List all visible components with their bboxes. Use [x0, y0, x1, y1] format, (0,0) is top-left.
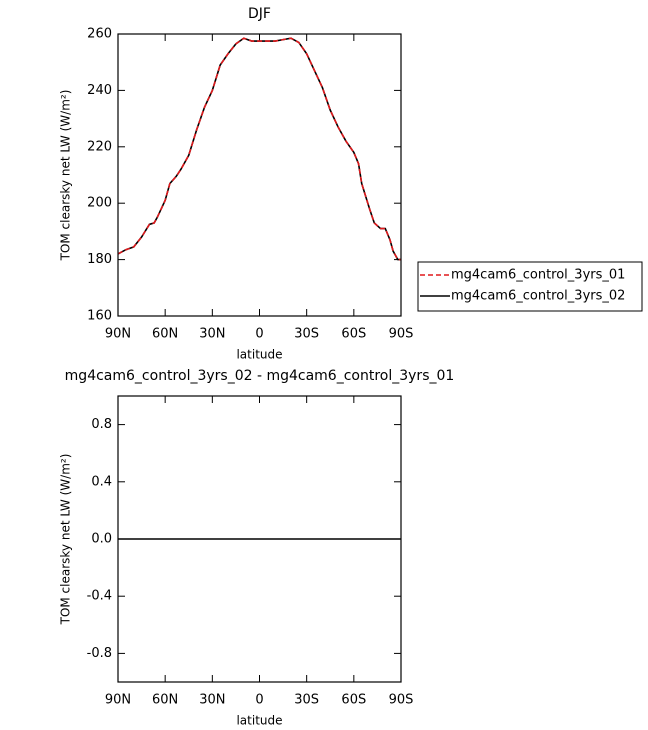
y-tick-label: 160: [87, 309, 112, 324]
x-tick-label: 90N: [105, 327, 131, 342]
x-tick-label: 60S: [341, 327, 366, 342]
x-tick-label: 30N: [199, 693, 225, 708]
x-tick-label: 30N: [199, 327, 225, 342]
y-tick-label: 220: [87, 139, 112, 154]
plot-frame: [117, 33, 402, 317]
series-line: [117, 37, 401, 261]
legend-box: [417, 261, 643, 312]
plot-frame: [117, 395, 402, 683]
chart-title: DJF: [248, 6, 271, 22]
x-tick-label: 30S: [294, 693, 319, 708]
y-tick-label: 0.8: [91, 417, 112, 432]
x-tick-label: 60S: [341, 693, 366, 708]
legend-label: mg4cam6_control_3yrs_01: [451, 268, 625, 283]
x-tick-label: 0: [255, 327, 263, 342]
x-tick-label: 60N: [152, 327, 178, 342]
x-axis-label: latitude: [236, 348, 282, 362]
x-tick-label: 60N: [152, 693, 178, 708]
y-tick-label: -0.8: [87, 646, 112, 661]
y-tick-label: -0.4: [87, 589, 112, 604]
x-tick-label: 90S: [389, 327, 414, 342]
y-axis-label: TOM clearsky net LW (W/m²): [59, 454, 73, 626]
y-tick-label: 240: [87, 83, 112, 98]
series-line: [117, 37, 401, 261]
y-tick-label: 0.0: [91, 532, 112, 547]
y-tick-label: 180: [87, 252, 112, 267]
y-tick-label: 0.4: [91, 474, 112, 489]
y-axis-label: TOM clearsky net LW (W/m²): [59, 90, 73, 262]
chart-title: mg4cam6_control_3yrs_02 - mg4cam6_contro…: [65, 368, 455, 384]
x-axis-label: latitude: [236, 714, 282, 728]
x-tick-label: 30S: [294, 327, 319, 342]
x-tick-label: 90N: [105, 693, 131, 708]
y-tick-label: 260: [87, 27, 112, 42]
x-tick-label: 0: [255, 693, 263, 708]
legend-label: mg4cam6_control_3yrs_02: [451, 289, 625, 304]
y-tick-label: 200: [87, 196, 112, 211]
x-tick-label: 90S: [389, 693, 414, 708]
